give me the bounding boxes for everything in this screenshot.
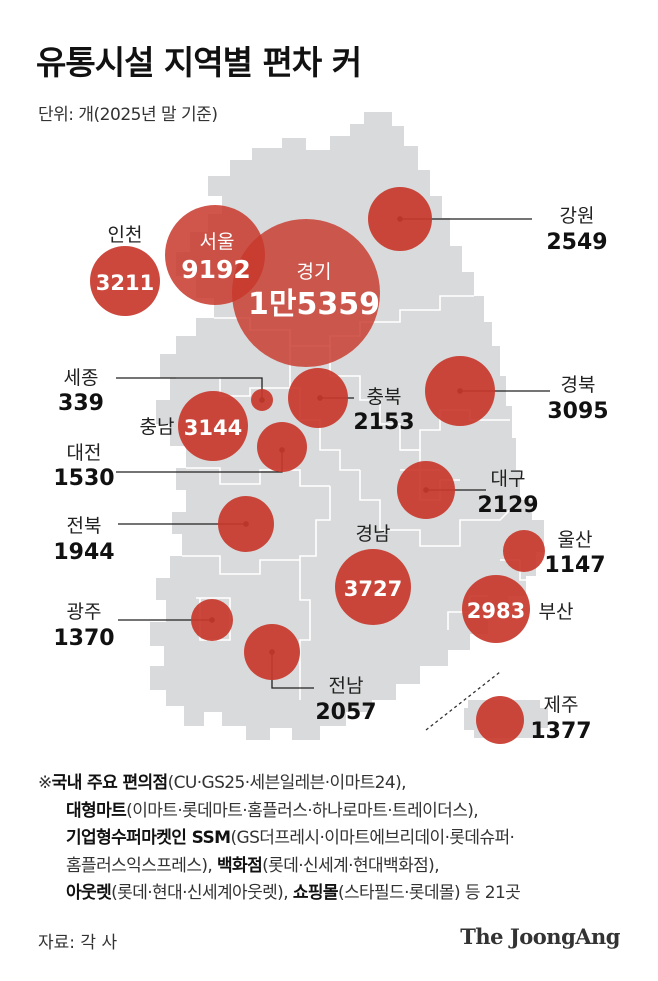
label-seoul-value: 9192 [181, 255, 251, 284]
label-gyeongbuk-value: 3095 [547, 399, 608, 424]
label-gwangju-name: 광주 [67, 601, 102, 623]
label-chungnam-name: 충남 [140, 416, 175, 438]
bubble-incheon [90, 246, 160, 316]
bubble-jeonbuk [218, 496, 274, 552]
footnote-text-4c: (롯데·신세계·현대백화점), [262, 855, 440, 876]
bubble-gwangju [191, 599, 233, 641]
label-incheon-name: 인천 [108, 224, 143, 246]
label-gyeongnam-value: 3727 [344, 577, 402, 601]
label-gyeongnam-name: 경남 [356, 523, 391, 545]
label-gyeonggi-value: 1만5359 [248, 287, 380, 322]
label-daejeon-value: 1530 [53, 466, 114, 491]
bubbles [90, 187, 545, 744]
label-jeju-value: 1377 [530, 719, 591, 744]
footnote-outlet: 아웃렛 [66, 883, 112, 903]
label-daegu-name: 대구 [491, 468, 526, 490]
footnote-line-1: ※국내 주요 편의점(CU·GS25·세븐일레븐·이마트24), [38, 770, 638, 798]
bubble-jeju [476, 696, 524, 744]
source-label: 자료: 각 사 [38, 933, 118, 953]
bubble-gyeonggi [232, 219, 380, 367]
bubble-chungnam [178, 391, 248, 461]
footnote-text-4: 홈플러스익스프레스), [66, 855, 217, 876]
label-incheon-value: 3211 [96, 271, 154, 295]
bubble-sejong [251, 389, 273, 411]
chart-title: 유통시설 지역별 편차 커 [36, 43, 362, 82]
label-busan-value: 2983 [467, 599, 525, 623]
footnote-convenience: 국내 주요 편의점 [51, 773, 169, 793]
label-chungbuk-value: 2153 [353, 410, 414, 435]
bubble-daegu [397, 461, 455, 519]
label-gyeongbuk-name: 경북 [561, 374, 596, 396]
footnote-mart: 대형마트 [66, 800, 127, 821]
bubble-gyeongbuk [425, 356, 495, 426]
footnote-text-1: (CU·GS25·세븐일레븐·이마트24), [167, 773, 407, 793]
label-seoul-name: 서울 [200, 231, 235, 253]
label-jeju-name: 제주 [544, 694, 579, 716]
footnote: ※국내 주요 편의점(CU·GS25·세븐일레븐·이마트24), 대형마트(이마… [38, 770, 638, 908]
bubble-jeonnam [244, 624, 300, 680]
footnote-mall: 쇼핑몰 [292, 883, 339, 903]
label-gangwon-value: 2549 [546, 230, 607, 255]
footnote-text-3: (GS더프레시·이마트에브리데이·롯데슈퍼· [230, 828, 515, 848]
label-jeonbuk-value: 1944 [53, 540, 114, 565]
label-gwangju-value: 1370 [53, 626, 114, 651]
bubble-busan [462, 575, 530, 643]
label-jeonnam-value: 2057 [315, 700, 376, 725]
label-gyeonggi-name: 경기 [297, 261, 332, 283]
label-ulsan-name: 울산 [558, 529, 593, 551]
bubble-gangwon [368, 187, 432, 251]
bubble-daejeon [257, 422, 307, 472]
label-ulsan-value: 1147 [544, 553, 605, 578]
footnote-ssm: 기업형수퍼마켓인 SSM [66, 828, 231, 848]
footnote-text-2: (이마트·롯데마트·홈플러스·하나로마트·트레이더스), [126, 800, 479, 821]
jeju-separator [425, 671, 501, 731]
label-jeonnam-name: 전남 [329, 675, 364, 697]
bubble-gyeongnam [335, 549, 411, 625]
bubble-ulsan [503, 530, 545, 572]
label-daejeon-name: 대전 [67, 442, 102, 464]
footnote-line-3: 기업형수퍼마켓인 SSM(GS더프레시·이마트에브리데이·롯데슈퍼· [38, 825, 638, 853]
label-sejong-name: 세종 [64, 367, 99, 389]
footnote-text-5: (롯데·현대·신세계아웃렛), [111, 883, 293, 903]
footnote-line-4: 홈플러스익스프레스), 백화점(롯데·신세계·현대백화점), [38, 853, 638, 881]
label-chungbuk-name: 충북 [367, 386, 402, 408]
bubble-chungbuk [288, 368, 348, 428]
footnote-department: 백화점 [217, 855, 263, 876]
footnote-line-5: 아웃렛(롯데·현대·신세계아웃렛), 쇼핑몰(스타필드·롯데몰) 등 21곳 [38, 880, 638, 908]
label-daegu-value: 2129 [477, 493, 538, 518]
label-sejong-value: 339 [58, 391, 104, 416]
brand-logo: The JoongAng [460, 924, 620, 949]
label-gangwon-name: 강원 [560, 205, 595, 227]
footnote-text-5c: (스타필드·롯데몰) 등 21곳 [337, 883, 521, 903]
footnote-mark: ※ [38, 773, 52, 793]
footnote-line-2: 대형마트(이마트·롯데마트·홈플러스·하나로마트·트레이더스), [38, 798, 638, 826]
label-chungnam-value: 3144 [184, 416, 242, 440]
label-busan-name: 부산 [539, 601, 574, 623]
label-jeonbuk-name: 전북 [67, 515, 102, 537]
unit-label: 단위: 개(2025년 말 기준) [38, 105, 218, 125]
